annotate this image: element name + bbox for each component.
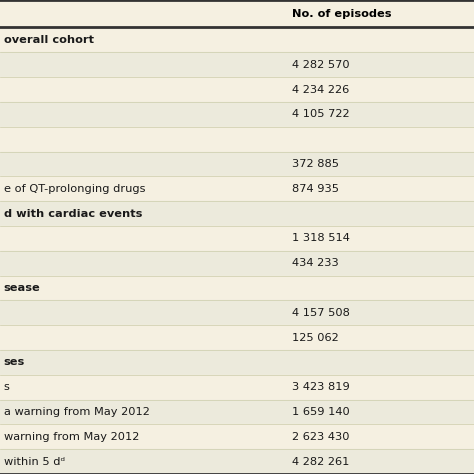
Text: 2 623 430: 2 623 430 bbox=[292, 432, 349, 442]
Text: 1 659 140: 1 659 140 bbox=[292, 407, 349, 417]
Text: within 5 dᵈ: within 5 dᵈ bbox=[4, 456, 65, 466]
Text: No. of episodes: No. of episodes bbox=[292, 9, 391, 19]
Text: warning from May 2012: warning from May 2012 bbox=[4, 432, 139, 442]
Bar bbox=[0, 152, 474, 176]
Bar bbox=[0, 275, 474, 301]
Text: 372 885: 372 885 bbox=[292, 159, 338, 169]
Bar bbox=[0, 375, 474, 400]
Text: e of QT-prolonging drugs: e of QT-prolonging drugs bbox=[4, 184, 146, 194]
Text: a warning from May 2012: a warning from May 2012 bbox=[4, 407, 150, 417]
Bar bbox=[0, 325, 474, 350]
Bar bbox=[0, 251, 474, 275]
Bar bbox=[0, 102, 474, 127]
Bar bbox=[0, 0, 474, 27]
Text: 4 282 570: 4 282 570 bbox=[292, 60, 349, 70]
Text: 874 935: 874 935 bbox=[292, 184, 338, 194]
Text: overall cohort: overall cohort bbox=[4, 35, 94, 45]
Bar bbox=[0, 226, 474, 251]
Text: 4 282 261: 4 282 261 bbox=[292, 456, 349, 466]
Text: 4 157 508: 4 157 508 bbox=[292, 308, 349, 318]
Text: 3 423 819: 3 423 819 bbox=[292, 382, 349, 392]
Text: 1 318 514: 1 318 514 bbox=[292, 233, 349, 243]
Bar bbox=[0, 400, 474, 424]
Bar bbox=[0, 424, 474, 449]
Bar bbox=[0, 52, 474, 77]
Bar bbox=[0, 350, 474, 375]
Text: 4 234 226: 4 234 226 bbox=[292, 84, 349, 94]
Text: d with cardiac events: d with cardiac events bbox=[4, 209, 142, 219]
Bar bbox=[0, 127, 474, 152]
Bar bbox=[0, 27, 474, 52]
Bar bbox=[0, 176, 474, 201]
Bar bbox=[0, 301, 474, 325]
Text: 125 062: 125 062 bbox=[292, 333, 338, 343]
Text: ses: ses bbox=[4, 357, 25, 367]
Text: 4 105 722: 4 105 722 bbox=[292, 109, 349, 119]
Bar bbox=[0, 77, 474, 102]
Text: 434 233: 434 233 bbox=[292, 258, 338, 268]
Text: sease: sease bbox=[4, 283, 41, 293]
Bar bbox=[0, 449, 474, 474]
Text: s: s bbox=[4, 382, 9, 392]
Bar bbox=[0, 201, 474, 226]
